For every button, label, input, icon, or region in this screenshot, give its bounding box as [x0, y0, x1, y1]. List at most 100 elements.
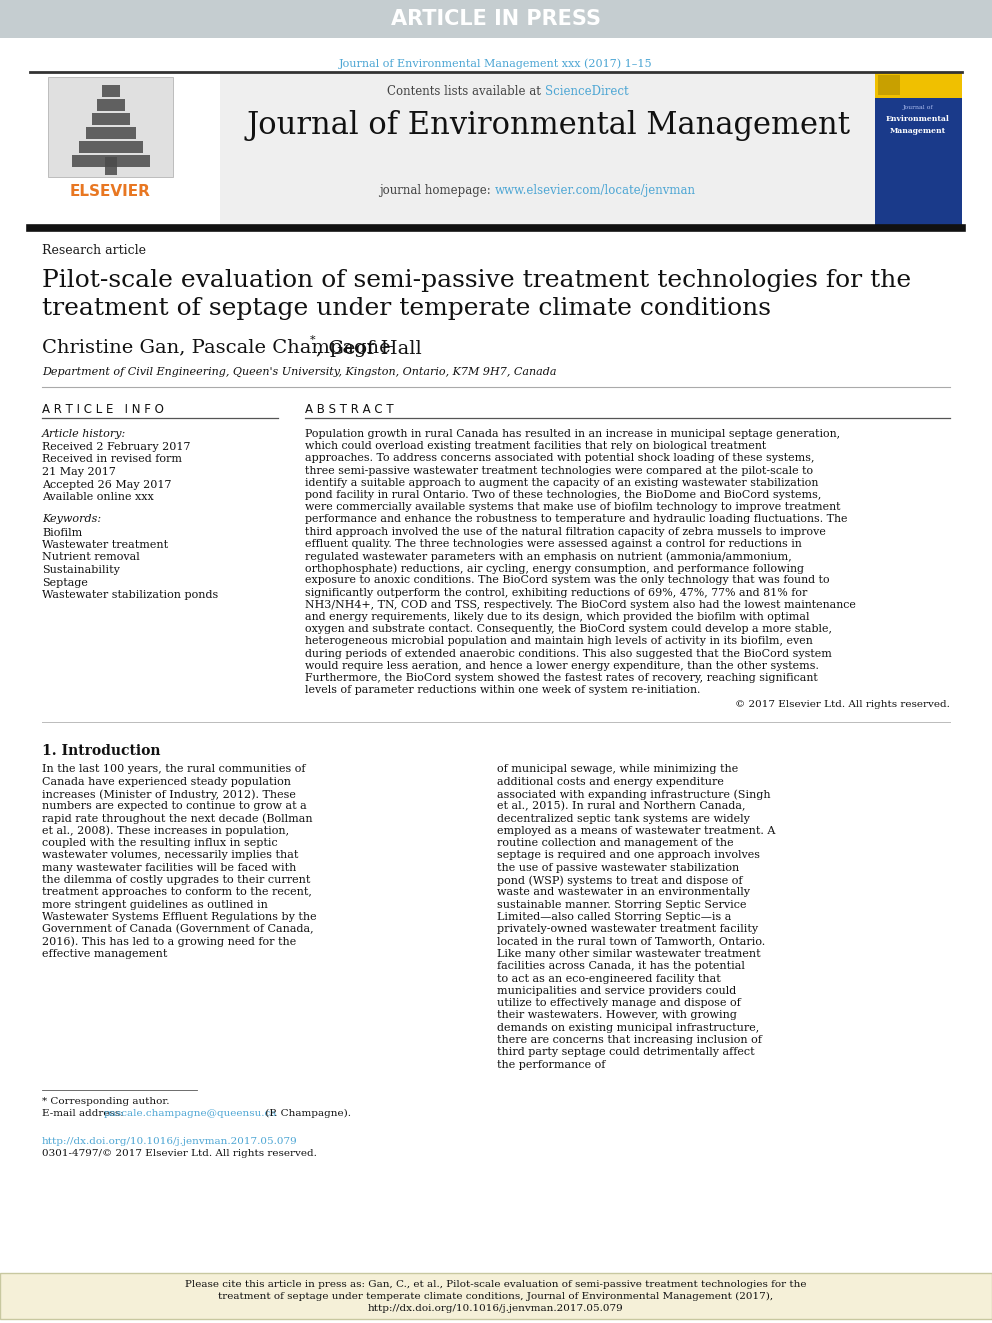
- Text: third approach involved the use of the natural filtration capacity of zebra muss: third approach involved the use of the n…: [305, 527, 826, 537]
- Text: Environmental: Environmental: [886, 115, 950, 123]
- Text: http://dx.doi.org/10.1016/j.jenvman.2017.05.079: http://dx.doi.org/10.1016/j.jenvman.2017…: [42, 1136, 298, 1146]
- Text: associated with expanding infrastructure (Singh: associated with expanding infrastructure…: [497, 789, 771, 799]
- Text: demands on existing municipal infrastructure,: demands on existing municipal infrastruc…: [497, 1023, 759, 1033]
- Bar: [86, 127, 136, 139]
- Text: A B S T R A C T: A B S T R A C T: [305, 404, 394, 415]
- Text: significantly outperform the control, exhibiting reductions of 69%, 47%, 77% and: significantly outperform the control, ex…: [305, 587, 807, 598]
- Text: pond facility in rural Ontario. Two of these technologies, the BioDome and BioCo: pond facility in rural Ontario. Two of t…: [305, 490, 821, 500]
- Text: would require less aeration, and hence a lower energy expenditure, than the othe: would require less aeration, and hence a…: [305, 660, 818, 671]
- Text: performance and enhance the robustness to temperature and hydraulic loading fluc: performance and enhance the robustness t…: [305, 515, 847, 524]
- Text: regulated wastewater parameters with an emphasis on nutrient (ammonia/ammonium,: regulated wastewater parameters with an …: [305, 550, 792, 561]
- Text: oxygen and substrate contact. Consequently, the BioCord system could develop a m: oxygen and substrate contact. Consequent…: [305, 624, 832, 634]
- Text: Wastewater Systems Effluent Regulations by the: Wastewater Systems Effluent Regulations …: [42, 912, 316, 922]
- Text: Article history:: Article history:: [42, 429, 126, 439]
- Bar: [97, 99, 125, 111]
- Text: municipalities and service providers could: municipalities and service providers cou…: [497, 986, 736, 996]
- Text: * Corresponding author.: * Corresponding author.: [42, 1097, 170, 1106]
- Bar: [72, 155, 150, 167]
- Text: treatment of septage under temperate climate conditions, Journal of Environmenta: treatment of septage under temperate cli…: [218, 1293, 774, 1301]
- Text: Please cite this article in press as: Gan, C., et al., Pilot-scale evaluation of: Please cite this article in press as: Ga…: [186, 1279, 806, 1289]
- Text: their wastewaters. However, with growing: their wastewaters. However, with growing: [497, 1011, 737, 1020]
- Text: (P. Champagne).: (P. Champagne).: [262, 1109, 351, 1118]
- Text: heterogeneous microbial population and maintain high levels of activity in its b: heterogeneous microbial population and m…: [305, 636, 812, 647]
- Bar: [105, 157, 117, 175]
- Text: coupled with the resulting influx in septic: coupled with the resulting influx in sep…: [42, 839, 278, 848]
- Text: Received 2 February 2017: Received 2 February 2017: [42, 442, 190, 452]
- Text: http://dx.doi.org/10.1016/j.jenvman.2017.05.079: http://dx.doi.org/10.1016/j.jenvman.2017…: [368, 1304, 624, 1312]
- Text: journal homepage:: journal homepage:: [380, 184, 495, 197]
- Text: Pilot-scale evaluation of semi-passive treatment technologies for the: Pilot-scale evaluation of semi-passive t…: [42, 269, 911, 292]
- Text: ELSEVIER: ELSEVIER: [69, 184, 151, 198]
- Text: were commercially available systems that make use of biofilm technology to impro: were commercially available systems that…: [305, 503, 840, 512]
- Text: © 2017 Elsevier Ltd. All rights reserved.: © 2017 Elsevier Ltd. All rights reserved…: [735, 700, 950, 709]
- Text: which could overload existing treatment facilities that rely on biological treat: which could overload existing treatment …: [305, 441, 766, 451]
- Text: privately-owned wastewater treatment facility: privately-owned wastewater treatment fac…: [497, 925, 758, 934]
- Text: *: *: [310, 335, 315, 345]
- Text: third party septage could detrimentally affect: third party septage could detrimentally …: [497, 1048, 755, 1057]
- Text: numbers are expected to continue to grow at a: numbers are expected to continue to grow…: [42, 802, 307, 811]
- Text: Population growth in rural Canada has resulted in an increase in municipal septa: Population growth in rural Canada has re…: [305, 429, 840, 439]
- Text: effective management: effective management: [42, 949, 168, 959]
- Bar: [0, 0, 992, 38]
- Text: Canada have experienced steady population: Canada have experienced steady populatio…: [42, 777, 291, 787]
- Text: et al., 2015). In rural and Northern Canada,: et al., 2015). In rural and Northern Can…: [497, 802, 746, 811]
- Text: effluent quality. The three technologies were assessed against a control for red: effluent quality. The three technologies…: [305, 538, 802, 549]
- Text: pascale.champagne@queensu.ca: pascale.champagne@queensu.ca: [104, 1109, 278, 1118]
- Bar: [92, 112, 130, 124]
- Text: 0301-4797/© 2017 Elsevier Ltd. All rights reserved.: 0301-4797/© 2017 Elsevier Ltd. All right…: [42, 1148, 316, 1158]
- Bar: [878, 75, 900, 95]
- Text: exposure to anoxic conditions. The BioCord system was the only technology that w: exposure to anoxic conditions. The BioCo…: [305, 576, 829, 585]
- Bar: [102, 85, 120, 97]
- Text: Furthermore, the BioCord system showed the fastest rates of recovery, reaching s: Furthermore, the BioCord system showed t…: [305, 673, 817, 683]
- Text: NH3/NH4+, TN, COD and TSS, respectively. The BioCord system also had the lowest : NH3/NH4+, TN, COD and TSS, respectively.…: [305, 599, 856, 610]
- Text: there are concerns that increasing inclusion of: there are concerns that increasing inclu…: [497, 1035, 762, 1045]
- Text: Christine Gan, Pascale Champagne: Christine Gan, Pascale Champagne: [42, 339, 391, 357]
- Text: during periods of extended anaerobic conditions. This also suggested that the Bi: during periods of extended anaerobic con…: [305, 648, 832, 659]
- Text: Septage: Septage: [42, 578, 88, 587]
- Text: wastewater volumes, necessarily implies that: wastewater volumes, necessarily implies …: [42, 851, 299, 860]
- Text: Biofilm: Biofilm: [42, 528, 82, 537]
- Text: the use of passive wastewater stabilization: the use of passive wastewater stabilizat…: [497, 863, 739, 873]
- Text: the performance of: the performance of: [497, 1060, 605, 1069]
- Text: waste and wastewater in an environmentally: waste and wastewater in an environmental…: [497, 888, 750, 897]
- Text: Journal of Environmental Management: Journal of Environmental Management: [246, 110, 850, 142]
- Text: ARTICLE IN PRESS: ARTICLE IN PRESS: [391, 9, 601, 29]
- Text: septage is required and one approach involves: septage is required and one approach inv…: [497, 851, 760, 860]
- Text: Wastewater stabilization ponds: Wastewater stabilization ponds: [42, 590, 218, 601]
- Text: Sustainability: Sustainability: [42, 565, 120, 576]
- Text: decentralized septic tank systems are widely: decentralized septic tank systems are wi…: [497, 814, 750, 824]
- Text: Management: Management: [890, 127, 946, 135]
- Text: E-mail address:: E-mail address:: [42, 1109, 127, 1118]
- Text: the dilemma of costly upgrades to their current: the dilemma of costly upgrades to their …: [42, 875, 310, 885]
- Text: sustainable manner. Storring Septic Service: sustainable manner. Storring Septic Serv…: [497, 900, 747, 910]
- Bar: [79, 142, 143, 153]
- Text: routine collection and management of the: routine collection and management of the: [497, 839, 734, 848]
- Text: Keywords:: Keywords:: [42, 515, 101, 524]
- Text: levels of parameter reductions within one week of system re-initiation.: levels of parameter reductions within on…: [305, 685, 700, 695]
- Text: facilities across Canada, it has the potential: facilities across Canada, it has the pot…: [497, 962, 745, 971]
- Text: treatment of septage under temperate climate conditions: treatment of septage under temperate cli…: [42, 296, 771, 320]
- Text: Like many other similar wastewater treatment: Like many other similar wastewater treat…: [497, 949, 761, 959]
- Text: A R T I C L E   I N F O: A R T I C L E I N F O: [42, 404, 164, 415]
- Text: www.elsevier.com/locate/jenvman: www.elsevier.com/locate/jenvman: [495, 184, 696, 197]
- Bar: [875, 71, 962, 98]
- Text: Journal of: Journal of: [903, 105, 933, 110]
- Text: to act as an eco-engineered facility that: to act as an eco-engineered facility tha…: [497, 974, 721, 983]
- Text: Received in revised form: Received in revised form: [42, 455, 182, 464]
- Text: Accepted 26 May 2017: Accepted 26 May 2017: [42, 479, 172, 490]
- Text: Department of Civil Engineering, Queen's University, Kingston, Ontario, K7M 9H7,: Department of Civil Engineering, Queen's…: [42, 366, 557, 377]
- Bar: [48, 77, 173, 177]
- Text: three semi-passive wastewater treatment technologies were compared at the pilot-: three semi-passive wastewater treatment …: [305, 466, 813, 475]
- Text: Wastewater treatment: Wastewater treatment: [42, 540, 168, 550]
- Text: Contents lists available at: Contents lists available at: [387, 85, 545, 98]
- Text: et al., 2008). These increases in population,: et al., 2008). These increases in popula…: [42, 826, 289, 836]
- Text: 1. Introduction: 1. Introduction: [42, 745, 161, 758]
- Text: Nutrient removal: Nutrient removal: [42, 553, 140, 562]
- Bar: [0, 1273, 992, 1319]
- Text: pond (WSP) systems to treat and dispose of: pond (WSP) systems to treat and dispose …: [497, 875, 742, 885]
- Text: more stringent guidelines as outlined in: more stringent guidelines as outlined in: [42, 900, 268, 910]
- Bar: [875, 71, 962, 228]
- Text: Available online xxx: Available online xxx: [42, 492, 154, 501]
- Text: and energy requirements, likely due to its design, which provided the biofilm wi: and energy requirements, likely due to i…: [305, 613, 809, 622]
- Text: utilize to effectively manage and dispose of: utilize to effectively manage and dispos…: [497, 998, 741, 1008]
